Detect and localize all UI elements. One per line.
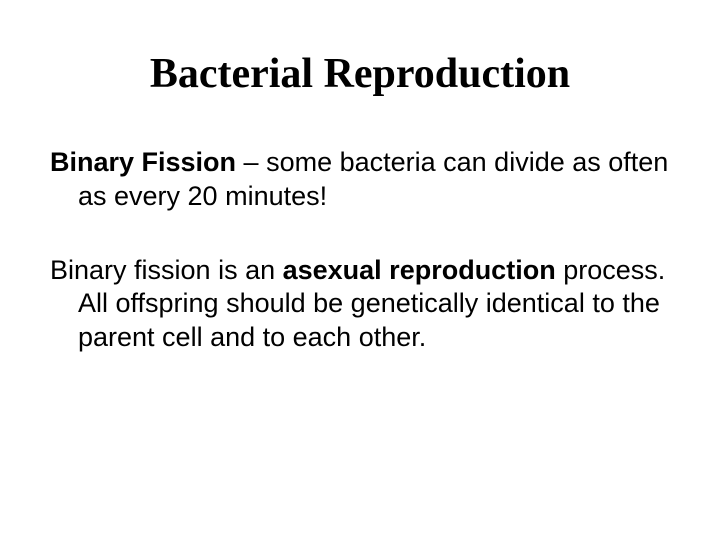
paragraph-2: Binary fission is an asexual reproductio… <box>50 254 670 355</box>
term-asexual-reproduction: asexual reproduction <box>283 255 556 285</box>
paragraph-2-lead: Binary fission is an <box>50 255 283 285</box>
slide-title: Bacterial Reproduction <box>85 50 635 98</box>
paragraph-1: Binary Fission – some bacteria can divid… <box>50 146 670 214</box>
term-binary-fission: Binary Fission <box>50 147 236 177</box>
